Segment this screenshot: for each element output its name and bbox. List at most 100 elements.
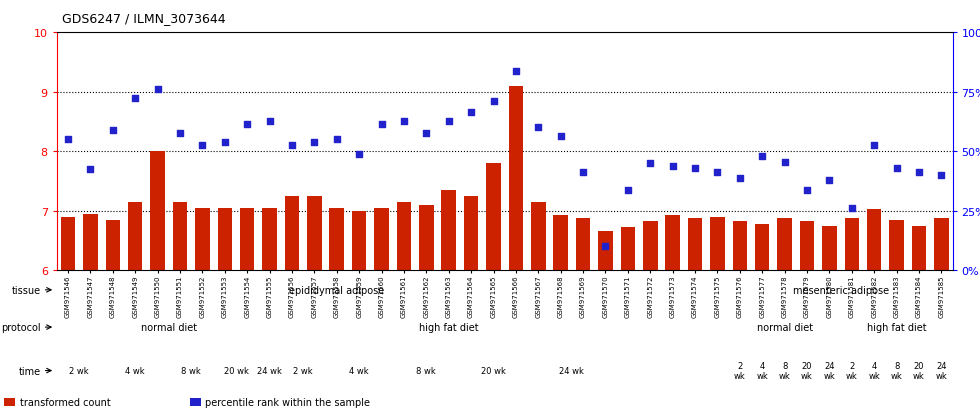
Bar bbox=[531, 202, 546, 271]
Bar bbox=[307, 196, 321, 271]
Bar bbox=[128, 202, 142, 271]
Point bbox=[373, 122, 389, 128]
Bar bbox=[554, 216, 568, 271]
Point bbox=[464, 110, 479, 116]
Point bbox=[844, 205, 859, 211]
Point bbox=[239, 122, 255, 128]
Bar bbox=[576, 218, 590, 271]
Bar bbox=[598, 232, 612, 271]
Text: 20 wk: 20 wk bbox=[223, 366, 248, 375]
Point bbox=[486, 98, 502, 104]
Point bbox=[172, 131, 188, 137]
Bar bbox=[755, 224, 769, 271]
Bar bbox=[5, 398, 16, 406]
Point bbox=[911, 169, 927, 176]
Bar bbox=[61, 217, 75, 271]
Point bbox=[127, 95, 143, 102]
Text: 2 wk: 2 wk bbox=[293, 366, 313, 375]
Text: 20 wk: 20 wk bbox=[481, 366, 506, 375]
Bar bbox=[688, 218, 703, 271]
Text: 8 wk: 8 wk bbox=[416, 366, 436, 375]
Bar bbox=[620, 228, 635, 271]
Bar bbox=[284, 196, 299, 271]
Text: epididymal adipose: epididymal adipose bbox=[289, 285, 384, 295]
Point bbox=[664, 163, 680, 170]
Bar bbox=[777, 218, 792, 271]
Bar bbox=[218, 208, 232, 271]
Text: time: time bbox=[19, 366, 41, 376]
Point bbox=[866, 142, 882, 149]
Bar bbox=[83, 214, 98, 271]
Text: tissue: tissue bbox=[12, 285, 41, 295]
Text: high fat diet: high fat diet bbox=[866, 322, 926, 332]
Bar bbox=[911, 226, 926, 271]
Text: 20
wk: 20 wk bbox=[913, 361, 925, 380]
Point bbox=[777, 159, 793, 166]
Point bbox=[889, 165, 905, 172]
Point bbox=[195, 142, 211, 149]
Bar bbox=[889, 220, 904, 271]
Text: 24 wk: 24 wk bbox=[560, 366, 584, 375]
Text: 2
wk: 2 wk bbox=[846, 361, 858, 380]
Bar bbox=[190, 398, 201, 406]
Text: 4
wk: 4 wk bbox=[868, 361, 880, 380]
Bar bbox=[509, 86, 523, 271]
Text: 4 wk: 4 wk bbox=[349, 366, 368, 375]
Text: 2 wk: 2 wk bbox=[70, 366, 89, 375]
Text: 2
wk: 2 wk bbox=[734, 361, 746, 380]
Point bbox=[418, 131, 434, 137]
Point bbox=[687, 165, 703, 172]
Point bbox=[508, 68, 523, 75]
Bar bbox=[732, 222, 747, 271]
Point bbox=[351, 152, 367, 158]
Point bbox=[82, 166, 98, 173]
Text: 4 wk: 4 wk bbox=[125, 366, 145, 375]
Point bbox=[575, 169, 591, 176]
Bar bbox=[397, 202, 412, 271]
Bar bbox=[464, 196, 478, 271]
Point bbox=[105, 128, 121, 134]
Bar bbox=[352, 211, 367, 271]
Bar bbox=[710, 217, 725, 271]
Bar bbox=[643, 222, 658, 271]
Point bbox=[799, 187, 814, 194]
Point bbox=[821, 177, 837, 184]
Point bbox=[710, 169, 725, 176]
Bar bbox=[800, 222, 814, 271]
Bar bbox=[240, 208, 255, 271]
Text: 8
wk: 8 wk bbox=[779, 361, 791, 380]
Text: 24
wk: 24 wk bbox=[823, 361, 835, 380]
Point bbox=[307, 140, 322, 146]
Bar bbox=[845, 218, 859, 271]
Point bbox=[755, 153, 770, 160]
Bar bbox=[419, 205, 433, 271]
Text: high fat diet: high fat diet bbox=[418, 322, 478, 332]
Bar bbox=[934, 218, 949, 271]
Point bbox=[732, 175, 748, 182]
Text: transformed count: transformed count bbox=[20, 397, 111, 407]
Bar bbox=[486, 164, 501, 271]
Point bbox=[553, 134, 568, 140]
Text: 24
wk: 24 wk bbox=[936, 361, 948, 380]
Bar bbox=[441, 190, 456, 271]
Point bbox=[643, 160, 659, 167]
Point bbox=[396, 119, 412, 126]
Bar bbox=[106, 220, 121, 271]
Point bbox=[217, 140, 232, 146]
Text: percentile rank within the sample: percentile rank within the sample bbox=[205, 397, 370, 407]
Bar bbox=[867, 210, 881, 271]
Point bbox=[441, 119, 457, 126]
Text: GDS6247 / ILMN_3073644: GDS6247 / ILMN_3073644 bbox=[62, 12, 225, 25]
Bar bbox=[172, 202, 187, 271]
Text: mesenteric adipose: mesenteric adipose bbox=[793, 285, 889, 295]
Point bbox=[284, 142, 300, 149]
Text: 8
wk: 8 wk bbox=[891, 361, 903, 380]
Bar bbox=[195, 208, 210, 271]
Bar bbox=[263, 208, 277, 271]
Bar bbox=[822, 226, 837, 271]
Point bbox=[530, 125, 546, 131]
Point bbox=[620, 187, 636, 194]
Bar bbox=[150, 152, 165, 271]
Point bbox=[262, 119, 277, 126]
Bar bbox=[374, 208, 389, 271]
